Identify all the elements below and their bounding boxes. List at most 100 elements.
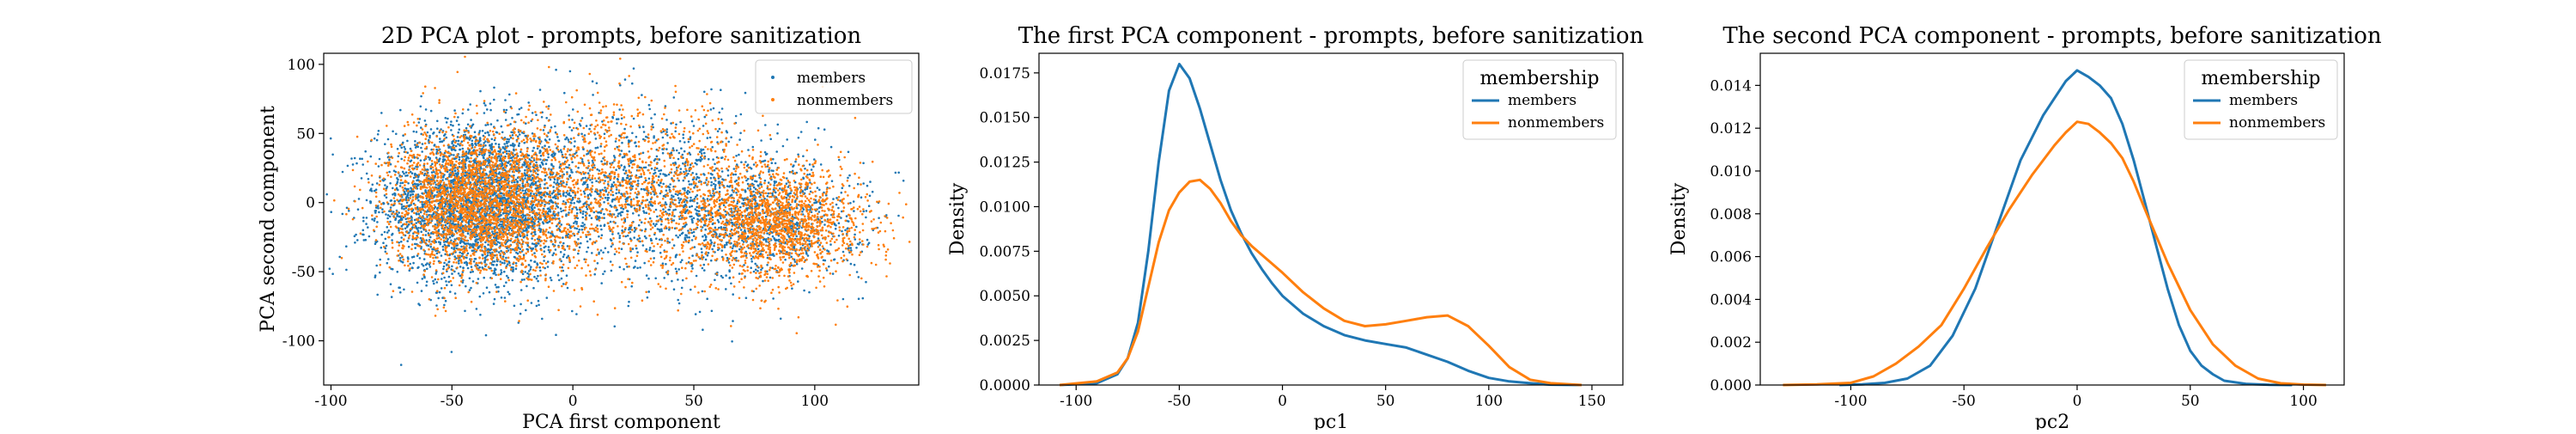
scatter-point <box>833 259 835 261</box>
scatter-point <box>654 278 657 280</box>
scatter-point <box>512 270 514 272</box>
scatter-point <box>444 133 447 136</box>
scatter-point <box>524 169 526 172</box>
scatter-point <box>379 272 381 274</box>
scatter-point <box>536 262 538 265</box>
scatter-point <box>662 208 665 211</box>
scatter-point <box>354 235 356 238</box>
scatter-point <box>493 303 495 305</box>
scatter-point <box>817 127 820 130</box>
scatter-point <box>432 280 434 283</box>
scatter-point <box>509 123 512 125</box>
scatter-point <box>404 193 407 196</box>
scatter-point <box>844 229 847 232</box>
scatter-point <box>655 237 658 240</box>
scatter-point <box>740 161 743 163</box>
y-tick-label: -100 <box>283 333 315 351</box>
scatter-point <box>648 178 651 180</box>
scatter-point <box>538 138 541 141</box>
scatter-point <box>366 173 368 175</box>
scatter-point <box>650 117 653 119</box>
scatter-point <box>372 184 374 186</box>
scatter-point <box>790 256 793 259</box>
scatter-point <box>451 181 453 184</box>
scatter-point <box>589 193 592 196</box>
scatter-point <box>579 247 581 249</box>
scatter-point <box>378 165 380 168</box>
scatter-point <box>621 142 623 144</box>
scatter-point <box>720 217 722 220</box>
scatter-point <box>479 130 482 132</box>
scatter-point <box>398 222 400 224</box>
scatter-point <box>591 252 593 254</box>
scatter-point <box>358 198 361 200</box>
scatter-point <box>685 174 688 177</box>
scatter-point <box>342 213 344 216</box>
scatter-point <box>400 236 403 239</box>
scatter-point <box>832 198 835 200</box>
scatter-point <box>459 266 462 268</box>
scatter-point <box>710 108 713 111</box>
scatter-point <box>780 318 782 321</box>
scatter-point <box>425 234 428 236</box>
scatter-point <box>665 211 667 213</box>
scatter-point <box>419 257 422 260</box>
scatter-point <box>523 278 526 281</box>
scatter-point <box>598 216 601 218</box>
scatter-point <box>561 223 563 226</box>
scatter-point <box>631 132 634 135</box>
scatter-point <box>744 161 747 163</box>
scatter-point <box>641 94 643 96</box>
scatter-point <box>680 198 683 200</box>
scatter-point <box>639 237 641 240</box>
scatter-point <box>491 138 494 141</box>
scatter-point <box>445 117 447 119</box>
scatter-point <box>597 262 599 265</box>
scatter-point <box>702 290 704 293</box>
scatter-point <box>683 189 686 192</box>
scatter-point <box>576 228 579 230</box>
scatter-point <box>619 212 622 215</box>
scatter-point <box>659 173 662 175</box>
scatter-point <box>472 124 475 126</box>
scatter-point <box>537 174 539 176</box>
scatter-point <box>621 118 623 120</box>
scatter-point <box>773 184 775 186</box>
scatter-point <box>400 147 403 150</box>
scatter-point <box>571 208 574 211</box>
scatter-point <box>862 182 865 185</box>
scatter-point <box>769 138 772 141</box>
scatter-point <box>585 215 587 217</box>
scatter-point <box>772 297 775 300</box>
scatter-point <box>417 303 420 305</box>
scatter-point <box>705 179 708 181</box>
scatter-point <box>539 270 542 272</box>
scatter-point <box>633 236 635 239</box>
scatter-point <box>417 213 420 216</box>
scatter-point <box>403 146 405 149</box>
scatter-point <box>503 271 506 273</box>
scatter-point <box>558 140 561 143</box>
scatter-point <box>771 162 774 164</box>
scatter-point <box>522 163 525 166</box>
scatter-point <box>842 251 845 254</box>
scatter-point <box>330 211 332 213</box>
scatter-point <box>434 278 437 281</box>
scatter-point <box>820 163 823 166</box>
scatter-point <box>418 121 421 124</box>
scatter-point <box>605 197 607 199</box>
scatter-point <box>552 202 555 205</box>
scatter-point <box>576 209 579 211</box>
scatter-point <box>771 193 774 195</box>
scatter-point <box>547 208 550 211</box>
scatter-point <box>483 102 486 105</box>
scatter-point <box>519 143 521 145</box>
scatter-point <box>665 148 668 150</box>
scatter-point <box>550 211 552 213</box>
scatter-point <box>720 89 722 91</box>
scatter-point <box>662 152 665 155</box>
scatter-point <box>511 117 513 119</box>
scatter-point <box>647 290 650 293</box>
scatter-point <box>399 185 402 187</box>
scatter-point <box>420 230 422 233</box>
